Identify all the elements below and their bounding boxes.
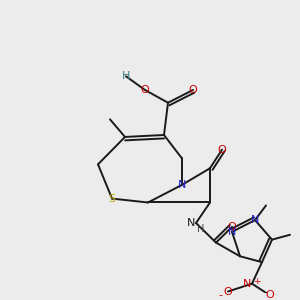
Text: N: N [251, 215, 259, 225]
Text: N: N [243, 279, 251, 289]
Text: S: S [108, 194, 116, 204]
Text: O: O [141, 85, 149, 95]
Text: N: N [187, 218, 195, 228]
Text: H: H [122, 71, 130, 81]
Text: -: - [218, 290, 222, 300]
Text: O: O [228, 222, 236, 232]
Text: O: O [224, 286, 232, 296]
Text: N: N [228, 227, 236, 237]
Text: O: O [189, 85, 197, 95]
Text: +: + [253, 277, 261, 286]
Text: O: O [218, 145, 226, 155]
Text: H: H [197, 224, 205, 234]
Text: N: N [178, 180, 186, 190]
Text: O: O [266, 290, 274, 300]
